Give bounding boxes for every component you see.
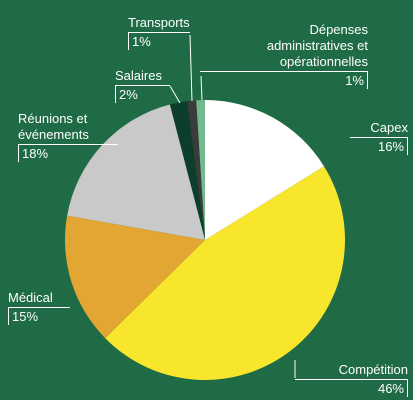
slice-label: Salaires 2% [115, 68, 170, 103]
slice-label: Médical 15% [8, 290, 70, 325]
category-label: Réunions et événements [18, 111, 118, 145]
leader-line [200, 75, 203, 101]
slice-label: Compétition 46% [295, 362, 408, 397]
category-label: Médical [8, 290, 70, 308]
slice-label: Transports 1% [128, 15, 190, 50]
category-label: Transports [128, 15, 190, 33]
value-label: 1% [128, 33, 154, 50]
pie-slice [196, 100, 205, 240]
category-label: Dépenses administratives et opérationnel… [200, 22, 368, 72]
pie-slice [169, 101, 205, 240]
value-label: 15% [8, 308, 41, 325]
leader-line [169, 85, 181, 104]
value-label: 1% [342, 72, 368, 89]
value-label: 16% [375, 138, 408, 155]
leader-line [189, 34, 193, 102]
pie-slice [205, 100, 324, 240]
slice-label: Dépenses administratives et opérationnel… [200, 22, 368, 89]
category-label: Capex [350, 120, 408, 138]
category-label: Salaires [115, 68, 170, 86]
slice-label: Réunions et événements 18% [18, 111, 118, 162]
pie-slice [187, 100, 205, 241]
category-label: Compétition [295, 362, 408, 380]
value-label: 18% [18, 145, 51, 162]
pie-slice [105, 166, 345, 380]
pie-slice [67, 104, 205, 240]
value-label: 46% [375, 380, 408, 397]
value-label: 2% [115, 86, 141, 103]
slice-label: Capex 16% [350, 120, 408, 155]
pie-slice [65, 215, 206, 339]
